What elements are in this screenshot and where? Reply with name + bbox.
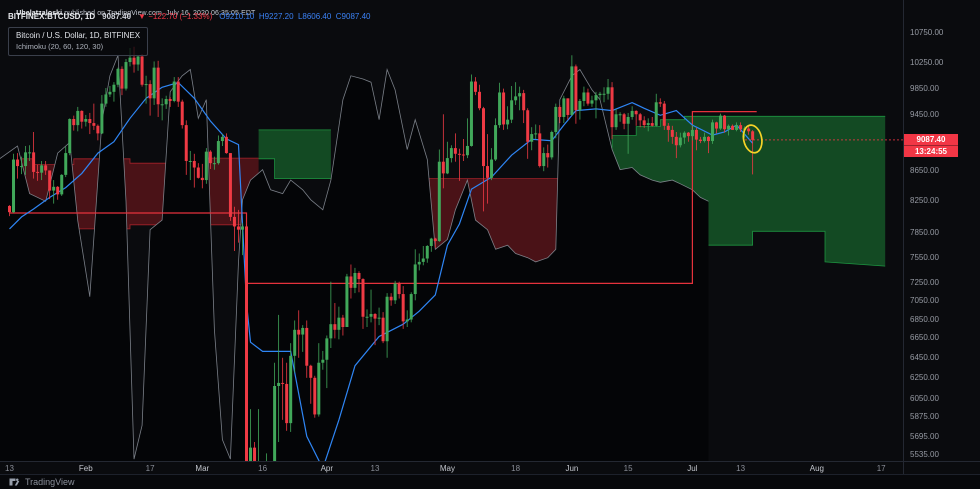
legend-indicator[interactable]: Ichimoku (20, 60, 120, 30)	[16, 42, 104, 51]
bar-countdown: 13:24:55	[904, 145, 958, 158]
header-last-price: 9087.40	[102, 12, 132, 21]
overlay-area-series	[0, 55, 709, 461]
time-axis-label: Mar	[195, 464, 210, 473]
symbol-title[interactable]: BITFINEX:BTCUSD, 1D	[8, 12, 96, 21]
price-axis[interactable]: 10750.00 10250.00 9850.00 9450.00 8650.00 825…	[904, 0, 980, 461]
price-change: ▼ −122.70 (−1.33%)	[138, 12, 213, 21]
tradingview-brand[interactable]: TradingView	[25, 477, 75, 487]
price-axis-label: 10250.00	[910, 58, 944, 68]
time-axis-label: 16	[258, 464, 268, 473]
time-axis-label: 15	[623, 464, 633, 473]
plot-area	[0, 46, 903, 461]
annotation-circle	[742, 124, 763, 154]
price-axis-label: 6250.00	[910, 372, 939, 382]
price-axis-label: 8250.00	[910, 196, 939, 206]
time-axis-label: Aug	[809, 464, 825, 473]
time-axis-label: May	[439, 464, 455, 473]
price-axis-label: 9450.00	[910, 109, 939, 119]
price-axis-label: 7550.00	[910, 252, 939, 262]
publisher-username: Ubelatzaloski	[16, 10, 63, 17]
time-axis-label: Jun	[565, 464, 579, 473]
price-axis-label: 9850.00	[910, 83, 939, 93]
time-axis-label: 13	[370, 464, 380, 473]
legend-title[interactable]: Bitcoin / U.S. Dollar, 1D, BITFINEX	[16, 31, 141, 40]
symbol-info-bar: BITFINEX:BTCUSD, 1D 9087.40 ▼ −122.70 (−…	[8, 12, 370, 21]
candles-layer	[8, 46, 755, 461]
time-axis-label: 18	[511, 464, 521, 473]
time-axis[interactable]: 13 Feb 17 Mar 16 Apr 13 May 18 Jun 15 Jul 13 Aug 17	[0, 461, 980, 475]
price-axis-label: 10750.00	[910, 28, 944, 37]
indicator-lines	[9, 81, 903, 461]
tenkan-line	[9, 81, 754, 461]
time-axis-label: Jul	[687, 464, 698, 473]
price-axis-label: 7850.00	[910, 227, 939, 237]
tradingview-logo-icon[interactable]	[8, 476, 20, 488]
time-axis-label: 17	[876, 464, 886, 473]
price-axis-label: 5535.00	[910, 450, 939, 460]
time-axis-label: 17	[145, 464, 155, 473]
price-axis-label: 7050.00	[910, 296, 939, 306]
kijun-line	[9, 110, 757, 284]
ohlc-values: O9210.10 H9227.20 L8606.40 C9087.40	[219, 12, 371, 21]
time-axis-label: 13	[736, 464, 746, 473]
publish-info-text: published on TradingView.com, July 16, 2…	[62, 10, 256, 17]
publish-info: Ubelatzaloski published on TradingView.c…	[8, 3, 255, 24]
price-axis-label: 6650.00	[910, 333, 939, 343]
price-axis-label: 5695.00	[910, 431, 939, 441]
time-axis-label: Apr	[320, 464, 334, 473]
footer-bar: TradingView	[0, 474, 980, 489]
last-price-value: 9087.40	[904, 134, 958, 146]
price-axis-label: 7250.00	[910, 278, 939, 288]
time-axis-label: Feb	[78, 464, 93, 473]
price-axis-label: 6050.00	[910, 393, 939, 403]
time-axis-label: 13	[5, 464, 14, 473]
price-axis-label: 8650.00	[910, 166, 939, 176]
price-axis-label: 6850.00	[910, 314, 939, 324]
price-axis-label: 6450.00	[910, 352, 939, 362]
price-axis-label: 5875.00	[910, 412, 939, 422]
legend-box[interactable]: Bitcoin / U.S. Dollar, 1D, BITFINEX Ichi…	[8, 27, 149, 56]
last-price-badge: 9087.40 13:24:55	[904, 134, 958, 158]
